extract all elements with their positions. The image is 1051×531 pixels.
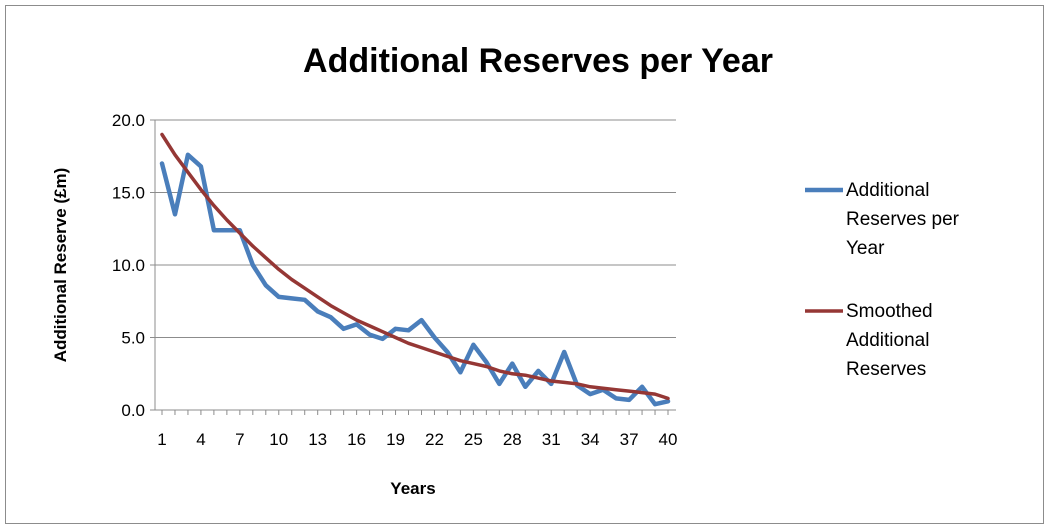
y-axis: 0.0 5.0 10.0 15.0 20.0 xyxy=(112,111,156,420)
y-tick-label: 20.0 xyxy=(112,111,145,130)
x-tick-label: 4 xyxy=(196,430,205,449)
legend-label-2: Reserves xyxy=(846,359,926,380)
x-tick-label: 28 xyxy=(503,430,522,449)
x-tick-label: 22 xyxy=(425,430,444,449)
legend-label-1: Additional xyxy=(846,180,929,201)
y-axis-label: Additional Reserve (£m) xyxy=(51,168,70,363)
y-tick-label: 10.0 xyxy=(112,256,145,275)
x-tick-label: 16 xyxy=(347,430,366,449)
series-line-2 xyxy=(160,132,670,401)
x-tick-label: 31 xyxy=(542,430,561,449)
legend-label-1: Reserves per xyxy=(846,209,960,230)
x-tick-label: 1 xyxy=(157,430,166,449)
series-layer xyxy=(159,132,671,407)
legend-label-1: Year xyxy=(846,238,885,259)
legend-label-2: Additional xyxy=(846,330,929,351)
x-tick-label: 13 xyxy=(308,430,327,449)
y-tick-label: 0.0 xyxy=(121,401,145,420)
x-tick-label: 19 xyxy=(386,430,405,449)
x-tick-label: 10 xyxy=(269,430,288,449)
x-tick-label: 25 xyxy=(464,430,483,449)
series-line-1 xyxy=(159,152,671,407)
gridlines xyxy=(155,119,676,338)
x-tick-label: 34 xyxy=(581,430,600,449)
x-axis: 1 4 7 10 13 16 19 22 25 28 31 34 37 40 xyxy=(155,409,678,449)
x-tick-label: 7 xyxy=(235,430,244,449)
legend-label-2: Smoothed xyxy=(846,301,933,322)
x-tick-label: 40 xyxy=(659,430,678,449)
x-tick-label: 37 xyxy=(620,430,639,449)
legend: Additional Reserves per Year Smoothed Additi… xyxy=(805,180,960,380)
y-tick-label: 15.0 xyxy=(112,184,145,203)
x-axis-label: Years xyxy=(390,479,435,498)
y-tick-label: 5.0 xyxy=(121,329,145,348)
chart-title: Additional Reserves per Year xyxy=(303,42,773,80)
